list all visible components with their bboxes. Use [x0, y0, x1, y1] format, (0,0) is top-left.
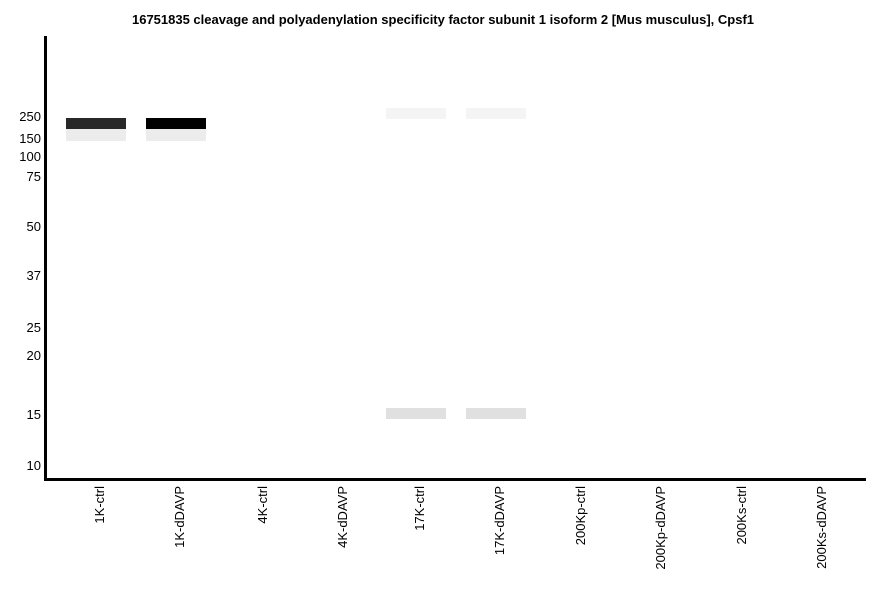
blot-band-1K-ctrl-2 — [66, 129, 126, 141]
lane-label-200Kp-ctrl: 200Kp-ctrl — [573, 486, 588, 546]
lane-label-17K-ctrl: 17K-ctrl — [412, 486, 427, 531]
lane-label-4K-ctrl: 4K-ctrl — [255, 486, 270, 524]
blot-band-1K-ctrl-1 — [66, 118, 126, 129]
y-axis-line — [44, 36, 47, 481]
y-tick-label-150: 150 — [19, 131, 41, 146]
blot-band-17K-ctrl-7 — [386, 408, 446, 419]
y-tick-label-37: 37 — [26, 268, 41, 283]
y-tick-label-10: 10 — [26, 458, 41, 473]
blot-band-1K-dDAVP-3 — [146, 118, 206, 129]
y-tick-label-75: 75 — [26, 169, 41, 184]
lane-label-200Ks-ctrl: 200Ks-ctrl — [734, 486, 749, 545]
y-tick-label-25: 25 — [26, 320, 41, 335]
lane-label-1K-dDAVP: 1K-dDAVP — [172, 486, 187, 548]
lane-label-200Kp-dDAVP: 200Kp-dDAVP — [653, 486, 668, 570]
blot-band-17K-ctrl-5 — [386, 108, 446, 119]
x-axis-line — [44, 478, 866, 481]
blot-band-17K-dDAVP-6 — [466, 108, 526, 119]
blot-band-17K-dDAVP-8 — [466, 408, 526, 419]
chart-title: 16751835 cleavage and polyadenylation sp… — [131, 12, 755, 27]
y-tick-label-50: 50 — [26, 219, 41, 234]
y-tick-label-250: 250 — [19, 109, 41, 124]
lane-label-200Ks-dDAVP: 200Ks-dDAVP — [814, 486, 829, 569]
y-tick-label-20: 20 — [26, 348, 41, 363]
y-tick-label-15: 15 — [26, 407, 41, 422]
y-tick-label-100: 100 — [19, 149, 41, 164]
lane-label-17K-dDAVP: 17K-dDAVP — [492, 486, 507, 556]
blot-band-1K-dDAVP-4 — [146, 129, 206, 141]
lane-label-4K-dDAVP: 4K-dDAVP — [335, 486, 350, 548]
lane-label-1K-ctrl: 1K-ctrl — [92, 486, 107, 524]
